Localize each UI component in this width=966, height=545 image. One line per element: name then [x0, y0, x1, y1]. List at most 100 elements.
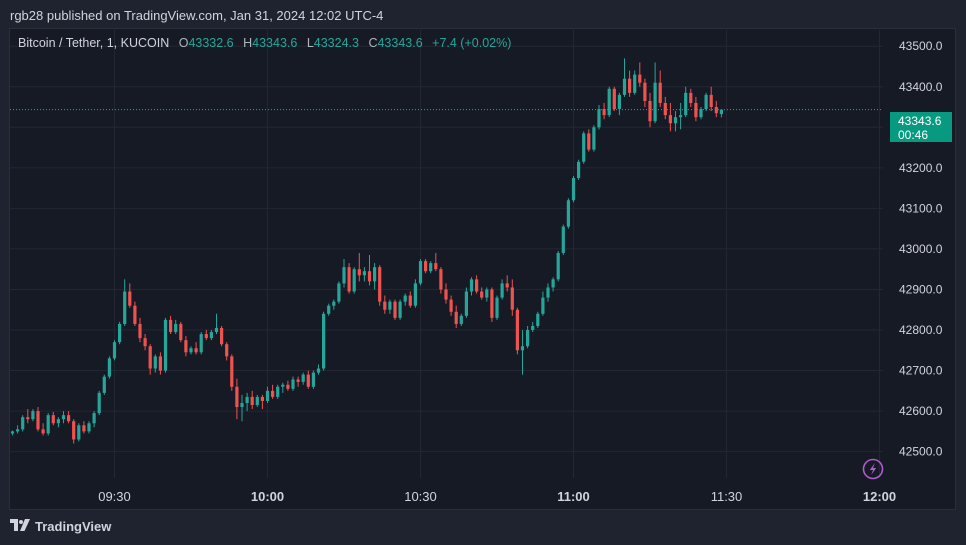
- candle[interactable]: [383, 295, 387, 314]
- candle[interactable]: [638, 62, 642, 87]
- candle[interactable]: [673, 111, 678, 132]
- candle[interactable]: [622, 58, 627, 97]
- candle[interactable]: [16, 425, 20, 434]
- chart-panel[interactable]: [9, 28, 956, 510]
- candle[interactable]: [480, 287, 484, 300]
- candle[interactable]: [663, 96, 667, 120]
- candle[interactable]: [153, 354, 157, 373]
- candle[interactable]: [179, 321, 183, 343]
- candle[interactable]: [36, 407, 40, 432]
- candle[interactable]: [424, 259, 428, 274]
- candle[interactable]: [21, 415, 25, 432]
- candle[interactable]: [393, 299, 397, 320]
- candle[interactable]: [209, 330, 213, 341]
- candle[interactable]: [505, 275, 509, 292]
- candle[interactable]: [316, 364, 321, 375]
- candle[interactable]: [526, 325, 530, 349]
- candle[interactable]: [306, 370, 310, 389]
- candle[interactable]: [582, 131, 586, 164]
- candle[interactable]: [276, 384, 280, 399]
- candle[interactable]: [347, 263, 351, 294]
- candle[interactable]: [709, 86, 713, 112]
- candle[interactable]: [72, 419, 76, 444]
- candle[interactable]: [230, 354, 234, 391]
- candle[interactable]: [444, 283, 448, 304]
- candle[interactable]: [561, 224, 565, 256]
- candle[interactable]: [434, 252, 438, 272]
- candle[interactable]: [566, 198, 570, 229]
- candle[interactable]: [689, 88, 693, 108]
- footer-branding[interactable]: TradingView: [10, 519, 111, 534]
- candle[interactable]: [67, 411, 71, 424]
- candle[interactable]: [235, 378, 239, 420]
- candle[interactable]: [597, 105, 601, 130]
- candle[interactable]: [184, 336, 188, 357]
- candle[interactable]: [413, 279, 417, 308]
- candle[interactable]: [92, 411, 96, 428]
- candle[interactable]: [41, 423, 45, 436]
- candle[interactable]: [51, 411, 55, 426]
- last-price-tag[interactable]: 43343.6 00:46: [890, 112, 952, 142]
- candle[interactable]: [515, 307, 519, 355]
- candle[interactable]: [699, 107, 703, 120]
- candle[interactable]: [429, 261, 433, 274]
- candle[interactable]: [128, 283, 132, 308]
- candle[interactable]: [378, 265, 382, 306]
- candle[interactable]: [133, 301, 137, 326]
- candle[interactable]: [520, 330, 525, 375]
- candle[interactable]: [668, 102, 672, 132]
- candle[interactable]: [536, 311, 540, 328]
- candle[interactable]: [510, 279, 514, 316]
- candle[interactable]: [301, 372, 305, 385]
- candle[interactable]: [260, 394, 264, 410]
- candle[interactable]: [31, 409, 35, 422]
- candle[interactable]: [189, 346, 193, 355]
- candle[interactable]: [357, 252, 361, 282]
- candle[interactable]: [719, 109, 723, 118]
- candle[interactable]: [118, 321, 122, 345]
- candle[interactable]: [123, 279, 127, 326]
- candle[interactable]: [551, 277, 555, 292]
- candle[interactable]: [240, 394, 244, 422]
- lightning-bolt-icon[interactable]: [862, 458, 884, 480]
- candle[interactable]: [26, 409, 30, 424]
- candle[interactable]: [418, 259, 423, 286]
- candle[interactable]: [571, 175, 576, 203]
- candle[interactable]: [245, 392, 249, 412]
- candle[interactable]: [459, 313, 463, 326]
- candle[interactable]: [281, 382, 285, 393]
- candle[interactable]: [475, 275, 479, 294]
- candle[interactable]: [398, 299, 402, 320]
- candle[interactable]: [612, 86, 616, 112]
- candle[interactable]: [643, 78, 647, 108]
- candle[interactable]: [439, 267, 443, 294]
- candle[interactable]: [56, 417, 60, 428]
- candle[interactable]: [46, 413, 50, 436]
- candle[interactable]: [143, 334, 147, 351]
- candle[interactable]: [148, 344, 152, 375]
- candle[interactable]: [469, 277, 474, 296]
- candle[interactable]: [225, 342, 229, 361]
- candle[interactable]: [311, 370, 315, 389]
- candle[interactable]: [286, 380, 290, 391]
- candle[interactable]: [367, 255, 372, 286]
- candle[interactable]: [214, 313, 219, 335]
- candle[interactable]: [587, 129, 591, 152]
- candle[interactable]: [199, 332, 203, 355]
- candle[interactable]: [163, 317, 168, 373]
- candle[interactable]: [255, 394, 259, 408]
- candle[interactable]: [362, 267, 366, 282]
- candle[interactable]: [449, 295, 453, 316]
- candle[interactable]: [653, 62, 657, 124]
- candle[interactable]: [194, 342, 198, 355]
- candle[interactable]: [633, 70, 637, 95]
- candle[interactable]: [577, 159, 581, 181]
- candle[interactable]: [694, 96, 698, 122]
- candle[interactable]: [271, 384, 275, 399]
- candle[interactable]: [204, 330, 208, 341]
- candle[interactable]: [77, 423, 81, 442]
- candle[interactable]: [10, 430, 15, 436]
- candle[interactable]: [485, 287, 489, 302]
- candle[interactable]: [408, 291, 412, 308]
- candle[interactable]: [556, 250, 560, 282]
